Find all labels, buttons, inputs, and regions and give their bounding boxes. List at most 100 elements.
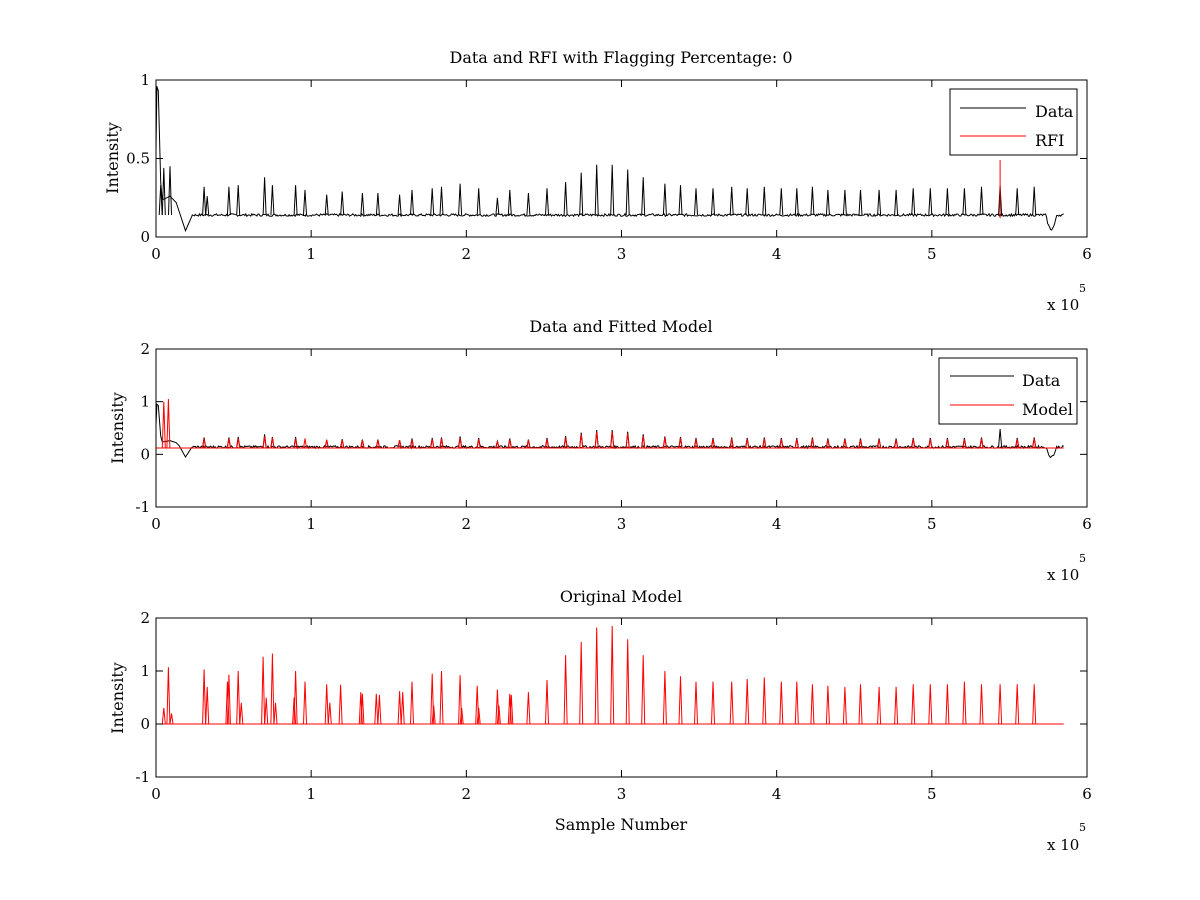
series-peak xyxy=(594,164,599,216)
series-peak xyxy=(324,194,329,216)
legend-label-data: Data xyxy=(1022,371,1061,390)
series-peak xyxy=(962,439,967,449)
x-tick-label: 3 xyxy=(617,245,627,263)
series-peak xyxy=(779,439,784,449)
y-tick-label: 0 xyxy=(140,228,150,246)
series-peak xyxy=(641,435,646,449)
y-axis-label: Intensity xyxy=(108,662,127,734)
series-peak xyxy=(563,437,568,449)
series-peak xyxy=(236,185,241,216)
series-peak xyxy=(239,702,244,725)
series-peak xyxy=(694,681,698,725)
series-peak xyxy=(625,433,630,449)
series-peak xyxy=(496,705,501,725)
series-peak xyxy=(594,627,599,725)
x-multiplier-exponent: 5 xyxy=(1079,552,1086,565)
series-peak xyxy=(161,401,166,449)
plot-area xyxy=(155,86,1064,233)
y-tick-label: 1 xyxy=(140,393,150,411)
series-peak xyxy=(360,693,365,725)
series-peak xyxy=(262,177,267,216)
series-peak xyxy=(945,684,950,725)
series-peak xyxy=(202,438,207,449)
x-multiplier: x 10 5 xyxy=(1047,821,1086,854)
plot-area xyxy=(160,625,1064,725)
y-tick-label: 0 xyxy=(140,715,150,733)
y-tick-label: 0.5 xyxy=(126,150,150,168)
series-peak xyxy=(962,188,967,216)
series-peak xyxy=(579,434,584,449)
series-peak xyxy=(711,681,715,725)
series-peak xyxy=(928,684,933,725)
series-peak xyxy=(711,188,715,216)
series-peak xyxy=(400,692,405,725)
series-peak xyxy=(476,439,481,449)
series-peak xyxy=(375,440,380,449)
series-peak xyxy=(545,679,549,725)
series-peak xyxy=(762,186,767,216)
series-peak xyxy=(1015,188,1020,216)
series-peak xyxy=(410,681,414,725)
series-peak xyxy=(894,189,899,216)
series-peak xyxy=(1032,186,1037,216)
x-tick-label: 2 xyxy=(462,785,472,803)
x-tick-label: 0 xyxy=(151,515,161,533)
series-peak xyxy=(729,186,734,216)
series-peak xyxy=(794,188,799,216)
series-peak xyxy=(375,192,380,216)
series-peak xyxy=(842,439,847,449)
series-peak xyxy=(507,189,512,216)
series-peak xyxy=(678,676,683,725)
series-peak xyxy=(161,167,166,216)
series-peak xyxy=(911,439,916,449)
x-tick-label: 3 xyxy=(617,515,627,533)
series-peak xyxy=(236,670,241,725)
series-peak xyxy=(858,439,863,449)
y-tick-label: 2 xyxy=(140,609,150,627)
series-peak xyxy=(1032,684,1037,725)
series-peak xyxy=(507,439,512,449)
series-peak xyxy=(202,186,207,216)
series-peak xyxy=(292,697,297,725)
series-peak xyxy=(911,188,916,216)
series-peak xyxy=(678,437,683,449)
series-peak xyxy=(842,189,847,216)
series-peak xyxy=(236,438,241,449)
series-peak xyxy=(625,169,630,216)
legend-label-data: Data xyxy=(1035,102,1074,121)
series-peak xyxy=(270,437,275,449)
x-multiplier-label: x 10 xyxy=(1047,296,1079,314)
series-peak xyxy=(303,681,307,725)
series-peak xyxy=(810,438,815,449)
series-peak xyxy=(397,194,402,216)
series-peak xyxy=(397,440,402,449)
x-tick-label: 2 xyxy=(462,245,472,263)
series-peak xyxy=(563,182,568,216)
series-peak xyxy=(270,185,275,216)
series-peak xyxy=(161,708,166,725)
series-peak xyxy=(762,677,767,725)
series-peak xyxy=(526,192,531,216)
y-tick-label: 1 xyxy=(140,71,150,89)
x-tick-label: 4 xyxy=(772,245,782,263)
series-peak xyxy=(430,439,435,449)
series-peak xyxy=(711,439,715,449)
series-peak xyxy=(476,708,481,725)
x-tick-label: 6 xyxy=(1082,785,1092,803)
series-peak xyxy=(526,692,531,725)
series-peak xyxy=(303,189,307,216)
series-peak xyxy=(273,702,278,725)
series-peak xyxy=(825,439,830,449)
x-tick-label: 6 xyxy=(1082,245,1092,263)
series-peak xyxy=(458,675,463,725)
series-peak xyxy=(810,684,815,725)
series-peak xyxy=(168,166,172,216)
x-multiplier-exponent: 5 xyxy=(1079,282,1086,295)
series-peak xyxy=(678,185,683,216)
series-peak xyxy=(610,625,615,725)
series-peak xyxy=(858,684,863,725)
x-tick-label: 3 xyxy=(617,785,627,803)
series-peak xyxy=(324,439,329,449)
series-peak xyxy=(694,439,698,449)
x-tick-label: 5 xyxy=(927,785,937,803)
